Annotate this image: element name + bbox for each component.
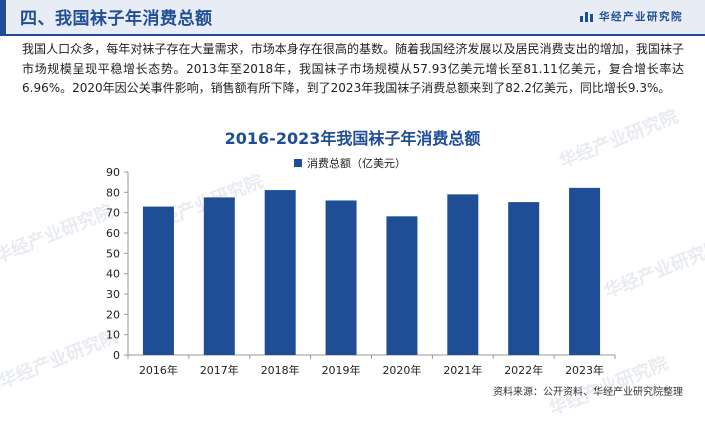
brand-name: 华经产业研究院 (599, 11, 683, 23)
x-tick-label: 2020年 (382, 363, 421, 377)
y-tick-label: 40 (106, 268, 120, 281)
y-tick-label: 50 (106, 247, 120, 260)
bar (569, 187, 601, 355)
source-note: 资料来源：公开资料、华经产业研究院整理 (493, 387, 683, 398)
y-tick-label: 0 (113, 349, 120, 362)
x-tick-label: 2022年 (504, 363, 543, 377)
bar (325, 200, 357, 355)
y-tick-label: 80 (106, 186, 120, 199)
y-tick-label: 30 (106, 288, 120, 301)
x-tick-label: 2019年 (322, 363, 361, 377)
intro-paragraph: 我国人口众多，每年对袜子存在大量需求，市场本身存在很高的基数。随着我国经济发展以… (22, 42, 684, 95)
x-tick-label: 2017年 (200, 363, 239, 377)
bar (203, 197, 235, 355)
x-tick-label: 2018年 (261, 363, 300, 377)
bar (508, 202, 540, 355)
x-tick-label: 2016年 (139, 363, 178, 377)
bar (264, 190, 296, 355)
x-tick-label: 2023年 (565, 363, 604, 377)
legend-swatch (294, 159, 302, 167)
chart-legend: 消费总额（亿美元） (294, 155, 406, 171)
y-tick-label: 10 (106, 329, 120, 342)
bar (142, 206, 174, 355)
bar (386, 216, 418, 355)
header-divider (0, 34, 705, 36)
brand-logo-icon (580, 11, 593, 22)
brand: 华经产业研究院 (580, 9, 683, 24)
y-tick-label: 90 (106, 166, 120, 179)
bar (447, 194, 479, 355)
header-accent-stripe (0, 0, 6, 34)
chart-title: 2016-2023年我国袜子年消费总额 (224, 129, 481, 148)
bar-chart: 0 10 20 30 40 50 60 70 80 90 2016年 2017年 2018年 2019年 2… (106, 166, 616, 377)
header-bar: 四、我国袜子年消费总额 华经产业研究院 (0, 0, 705, 34)
y-tick-label: 70 (106, 207, 120, 220)
section-title: 四、我国袜子年消费总额 (20, 9, 213, 29)
y-tick-label: 60 (106, 227, 120, 240)
legend-label: 消费总额（亿美元） (307, 157, 406, 170)
x-tick-label: 2021年 (443, 363, 482, 377)
y-tick-label: 20 (106, 308, 120, 321)
